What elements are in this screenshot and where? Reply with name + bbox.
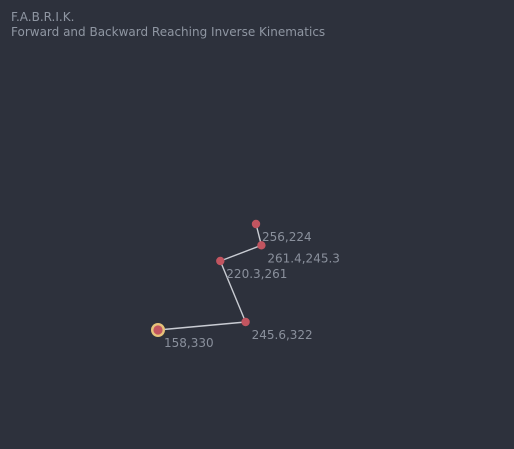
target-joint[interactable] [153,325,162,334]
joint-coordinate-label: 256,224 [262,230,312,244]
joint-labels: 158,330 245.6,322 220.3,261 261.4,245.3 256,… [164,230,340,350]
chain-segment [158,322,246,330]
joint-coordinate-label: 220.3,261 [226,267,287,281]
joint-coordinate-label: 245.6,322 [252,328,313,342]
chain-joint[interactable] [216,257,224,265]
joint-coordinate-label: 261.4,245.3 [267,251,340,265]
chain-joint[interactable] [241,318,249,326]
joint-coordinate-label: 158,330 [164,336,214,350]
chain-segment [220,245,261,261]
chain-joint[interactable] [252,220,260,228]
